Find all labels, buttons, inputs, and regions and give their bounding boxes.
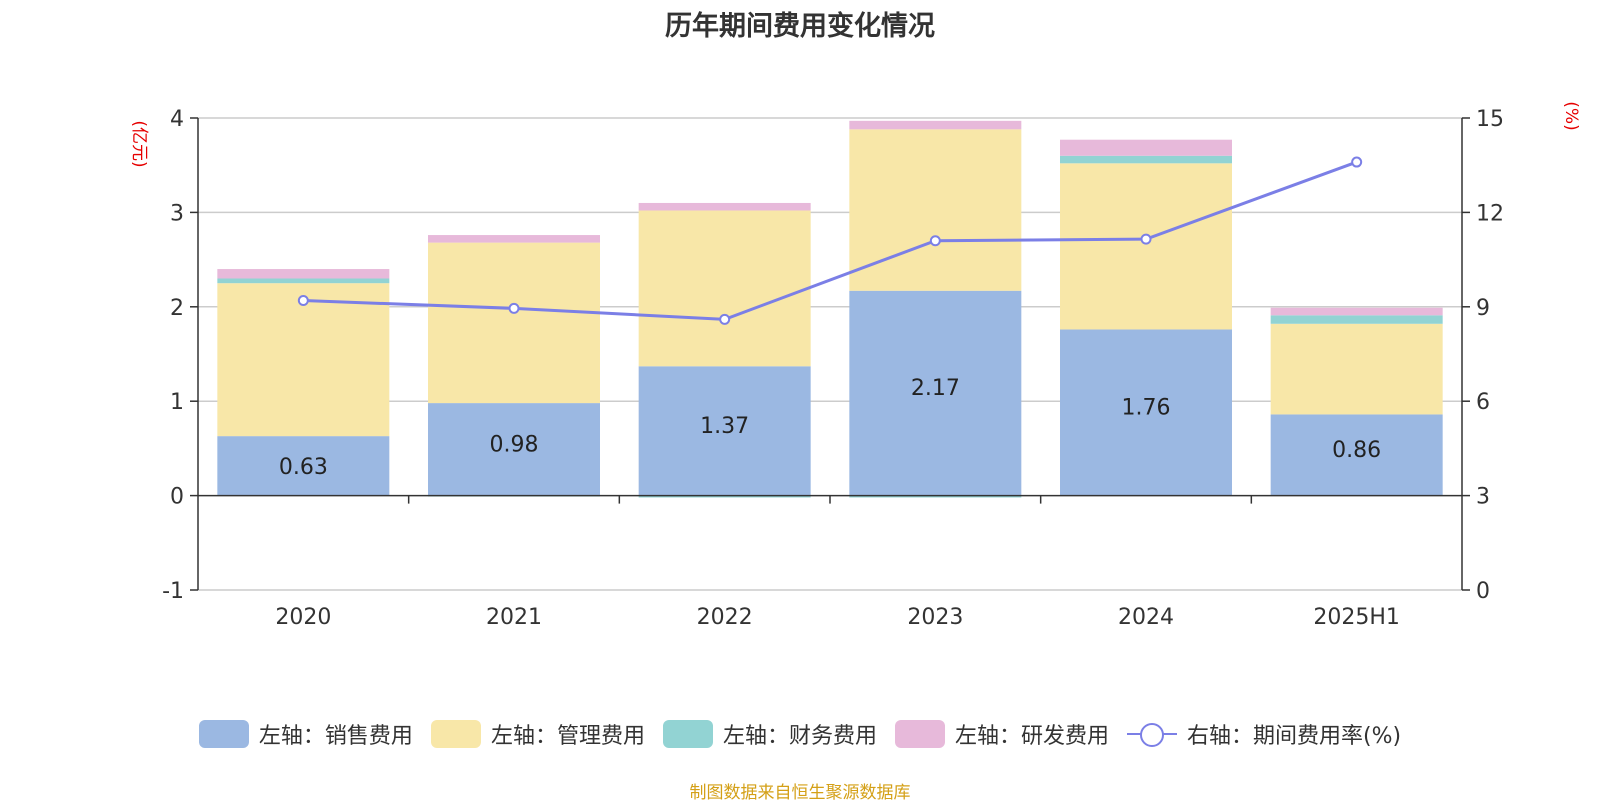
bar-2-2020 (217, 278, 390, 284)
right-axis-tick-label: 6 (1476, 390, 1490, 415)
bar-0-2025H1 (1270, 414, 1443, 496)
bar-1-2024 (1060, 163, 1232, 330)
line-point-2020 (297, 295, 309, 307)
source-note: 制图数据来自恒生聚源数据库 (689, 783, 911, 803)
x-axis-tick-label: 2025H1 (1313, 605, 1400, 630)
legend-label-expense-rate: 右轴：期间费用率(%) (1186, 724, 1402, 749)
right-axis-tick-label: 12 (1476, 201, 1504, 226)
legend: 左轴：销售费用 左轴：管理费用 左轴：财务费用 左轴：研发费用 右轴：期间费用率… (0, 718, 1600, 750)
bar-0-2021 (428, 403, 600, 496)
left-axis-tick-label: 4 (170, 107, 184, 132)
legend-swatch-rd (894, 720, 945, 748)
legend-swatch-finance (662, 720, 713, 748)
bar-1-2020 (217, 283, 390, 437)
legend-label-rd: 左轴：研发费用 (954, 724, 1109, 749)
left-axis-tick-label: 0 (170, 485, 184, 510)
bar-1-2023 (849, 129, 1022, 291)
data-label-sales: 1.37 (700, 414, 749, 439)
line-point-2025H1 (1351, 156, 1363, 168)
left-axis-tick-label: 2 (170, 296, 184, 321)
x-axis-tick-label: 2023 (907, 605, 963, 630)
data-label-sales: 1.76 (1122, 396, 1171, 421)
right-axis-tick-label: 9 (1476, 296, 1490, 321)
line-point-2024 (1140, 233, 1152, 245)
bar-2-2024 (1060, 155, 1232, 164)
legend-item-sales[interactable]: 左轴：销售费用 (198, 718, 413, 750)
legend-swatch-sales (198, 720, 249, 748)
data-label-sales: 2.17 (911, 376, 960, 401)
x-axis-tick-label: 2020 (275, 605, 331, 630)
legend-item-expense-rate[interactable]: 右轴：期间费用率(%) (1126, 718, 1402, 750)
bar-1-2025H1 (1270, 323, 1443, 415)
bar-0-2020 (217, 436, 390, 496)
bar-3-2025H1 (1270, 307, 1443, 316)
legend-item-admin[interactable]: 左轴：管理费用 (430, 718, 645, 750)
data-label-sales: 0.86 (1332, 438, 1381, 463)
left-axis-tick-label: -1 (162, 579, 184, 604)
line-point-2021 (508, 302, 520, 314)
bar-2-2025H1 (1270, 315, 1443, 324)
bar-3-2021 (428, 235, 600, 243)
legend-label-admin: 左轴：管理费用 (490, 724, 645, 749)
bar-2-2022 (638, 495, 811, 498)
right-axis-tick-label: 0 (1476, 579, 1490, 604)
legend-swatch-admin (430, 720, 481, 748)
bar-3-2022 (638, 202, 811, 211)
line-point-2023 (929, 235, 941, 247)
bar-3-2023 (849, 120, 1022, 130)
bar-1-2021 (428, 242, 600, 404)
legend-item-rd[interactable]: 左轴：研发费用 (894, 718, 1109, 750)
data-label-sales: 0.63 (279, 455, 328, 480)
left-axis-label: (亿元) (129, 120, 149, 167)
legend-label-finance: 左轴：财务费用 (722, 724, 877, 749)
legend-label-sales: 左轴：销售费用 (258, 724, 413, 749)
left-axis-tick-label: 1 (170, 390, 184, 415)
x-axis-tick-label: 2022 (697, 605, 753, 630)
x-axis-tick-label: 2021 (486, 605, 542, 630)
bar-1-2022 (638, 210, 811, 367)
legend-swatch-expense-rate (1126, 720, 1177, 748)
x-axis-tick-label: 2024 (1118, 605, 1174, 630)
legend-item-finance[interactable]: 左轴：财务费用 (662, 718, 877, 750)
right-axis-label: (%) (1561, 101, 1581, 130)
bar-3-2024 (1060, 139, 1232, 156)
chart-title: 历年期间费用变化情况 (665, 11, 935, 42)
bar-3-2020 (217, 269, 390, 279)
line-point-2022 (719, 313, 731, 325)
bar-0-2022 (638, 366, 811, 496)
right-axis-tick-label: 15 (1476, 107, 1504, 132)
data-label-sales: 0.98 (490, 432, 539, 457)
bar-2-2023 (849, 495, 1022, 498)
left-axis-tick-label: 3 (170, 201, 184, 226)
line-expense-rate (303, 160, 1358, 321)
right-axis-tick-label: 3 (1476, 485, 1490, 510)
bar-0-2023 (849, 290, 1022, 496)
bar-0-2024 (1060, 329, 1232, 496)
